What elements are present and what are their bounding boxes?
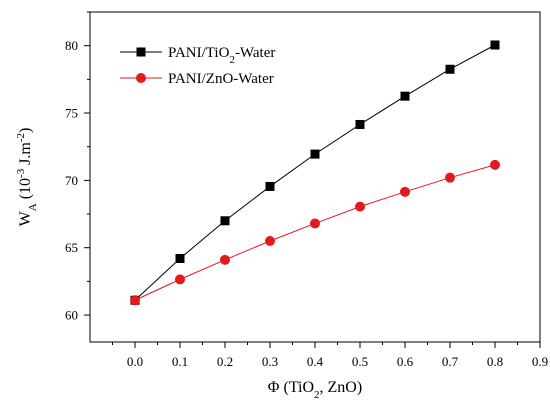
y-axis-title: WA (10-3 J.m-2) <box>15 128 39 227</box>
data-point-zno <box>265 235 275 246</box>
data-point-tio2 <box>265 181 275 191</box>
legend-item-tio2: PANI/TiO2-Water <box>120 45 275 66</box>
data-point-tio2 <box>445 64 455 74</box>
data-point-tio2 <box>310 149 320 159</box>
data-point-zno <box>310 218 320 229</box>
series-line-zno <box>134 164 496 301</box>
data-point-zno <box>175 274 185 285</box>
x-tick-label: 0.9 <box>532 354 548 369</box>
x-tick-label: 0.2 <box>217 354 233 369</box>
x-axis-ticks: 0.0 0.1 0.2 0.3 0.4 0.5 0.6 0.7 0.8 0.9 <box>112 342 548 369</box>
legend-label-zno: PANI/ZnO-Water <box>168 71 274 87</box>
data-point-tio2 <box>400 91 410 101</box>
y-tick-label: 70 <box>65 173 78 188</box>
legend: PANI/TiO2-Water PANI/ZnO-Water <box>120 45 275 87</box>
series-layer <box>130 40 500 306</box>
legend-label-tio2: PANI/TiO2-Water <box>168 45 275 66</box>
x-tick-label: 0.4 <box>307 354 324 369</box>
legend-marker-tio2 <box>136 47 146 57</box>
data-point-tio2 <box>355 119 365 129</box>
y-tick-label: 65 <box>65 240 78 255</box>
x-tick-label: 0.1 <box>172 354 188 369</box>
x-tick-label: 0.6 <box>397 354 414 369</box>
x-tick-label: 0.3 <box>262 354 278 369</box>
x-axis-title: Φ (TiO2, ZnO) <box>268 379 362 401</box>
legend-marker-zno <box>136 73 146 83</box>
y-tick-label: 75 <box>65 106 78 121</box>
x-tick-label: 0.8 <box>487 354 503 369</box>
legend-item-zno: PANI/ZnO-Water <box>120 71 274 87</box>
y-tick-label: 80 <box>65 38 78 53</box>
x-tick-label: 0.0 <box>127 354 143 369</box>
data-point-zno <box>130 295 140 306</box>
plot-frame <box>89 11 541 343</box>
data-point-tio2 <box>490 40 500 50</box>
y-tick-label: 60 <box>65 308 78 323</box>
data-point-tio2 <box>175 253 185 263</box>
x-tick-label: 0.5 <box>352 354 368 369</box>
data-point-zno <box>490 159 500 170</box>
data-point-zno <box>355 201 365 212</box>
data-point-tio2 <box>220 216 230 226</box>
data-point-zno <box>220 254 230 265</box>
y-axis-ticks: 60 65 70 75 80 <box>65 11 90 323</box>
data-point-zno <box>445 172 455 183</box>
data-point-zno <box>400 186 410 197</box>
x-tick-label: 0.7 <box>442 354 459 369</box>
